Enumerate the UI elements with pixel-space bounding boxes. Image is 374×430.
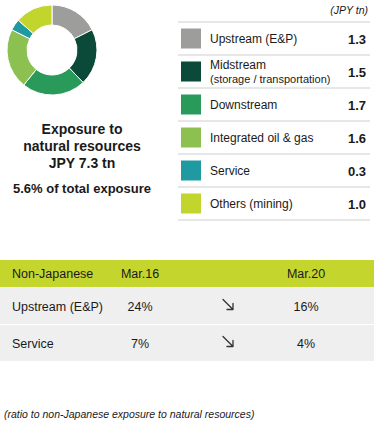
legend-value: 1.5 bbox=[348, 65, 366, 80]
unit-label: (JPY tn) bbox=[330, 4, 368, 16]
legend-swatch bbox=[181, 128, 201, 148]
legend-swatch bbox=[181, 194, 201, 214]
table-cell: Upstream (E&P) bbox=[12, 300, 103, 314]
table-cell: 24% bbox=[127, 300, 152, 314]
legend-rule bbox=[178, 88, 370, 89]
legend-label: Downstream bbox=[210, 98, 277, 112]
subtitle: 5.6% of total exposure bbox=[13, 181, 151, 196]
title: Exposure tonatural resourcesJPY 7.3 tn bbox=[23, 121, 141, 171]
legend-label: Others (mining) bbox=[210, 197, 293, 211]
table-cell: Service bbox=[12, 337, 54, 351]
table-note: (ratio to non-Japanese exposure to natur… bbox=[4, 408, 254, 420]
legend-label: Upstream (E&P) bbox=[210, 32, 297, 46]
legend-swatch bbox=[181, 95, 201, 115]
legend-rule bbox=[178, 55, 370, 56]
table-cell: 7% bbox=[131, 337, 149, 351]
donut bbox=[7, 5, 97, 95]
table-row-bg bbox=[0, 325, 374, 361]
legend-label: Integrated oil & gas bbox=[210, 131, 313, 145]
legend-swatch bbox=[181, 62, 201, 82]
table-cell: 4% bbox=[297, 337, 315, 351]
legend-swatch bbox=[181, 29, 201, 49]
legend-rule bbox=[178, 187, 370, 188]
slice bbox=[18, 5, 52, 33]
legend-value: 1.0 bbox=[348, 197, 366, 212]
legend-value: 0.3 bbox=[348, 164, 366, 179]
table-header: Mar.20 bbox=[287, 267, 325, 281]
table-cell: 16% bbox=[293, 300, 318, 314]
decrease-arrow bbox=[223, 337, 233, 347]
table-header-bg bbox=[0, 260, 374, 287]
legend-rule bbox=[178, 220, 370, 221]
legend-value: 1.3 bbox=[348, 32, 366, 47]
table-header: Non-Japanese bbox=[12, 267, 93, 281]
legend-rule bbox=[178, 121, 370, 122]
table-header: Mar.16 bbox=[121, 267, 159, 281]
legend-swatch bbox=[181, 161, 201, 181]
figure: Exposure tonatural resourcesJPY 7.3 tn 5.… bbox=[0, 0, 374, 430]
legend-rule bbox=[178, 22, 370, 23]
legend-label: Service bbox=[210, 164, 250, 178]
legend-value: 1.7 bbox=[348, 98, 366, 113]
legend-value: 1.6 bbox=[348, 131, 366, 146]
decrease-arrow bbox=[223, 300, 233, 310]
table-row-bg bbox=[0, 287, 374, 324]
legend-label: Midstream(storage / transportation) bbox=[210, 58, 330, 85]
slice bbox=[7, 30, 36, 85]
legend-rule bbox=[178, 154, 370, 155]
